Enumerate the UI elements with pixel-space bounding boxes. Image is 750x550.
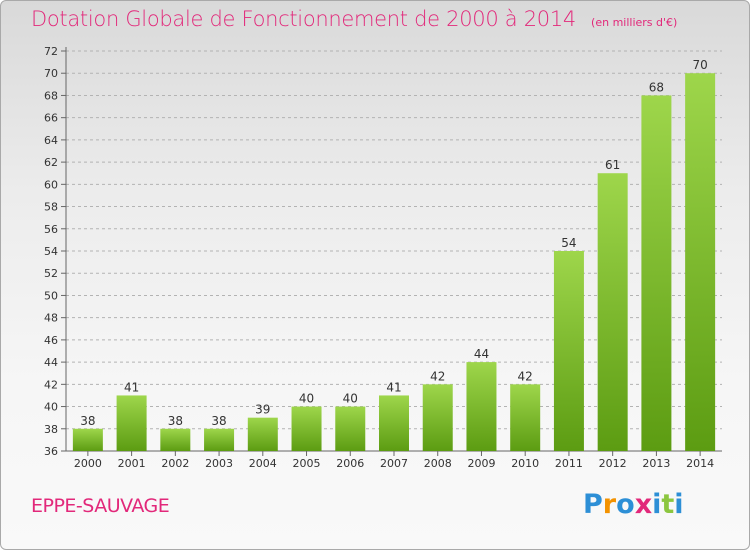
y-tick-label: 70 — [44, 67, 58, 80]
title-row: Dotation Globale de Fonctionnement de 20… — [31, 7, 677, 31]
x-tick-label: 2007 — [380, 457, 408, 470]
logo-letter: x — [634, 489, 653, 520]
x-tick-label: 2011 — [555, 457, 583, 470]
y-tick-label: 66 — [44, 112, 58, 125]
data-label: 61 — [605, 158, 620, 172]
bar — [466, 362, 497, 451]
logo-letter: r — [602, 489, 617, 520]
logo-letter: i — [652, 489, 662, 520]
bar — [247, 417, 278, 451]
data-label: 39 — [255, 403, 270, 417]
bar — [597, 173, 628, 451]
y-tick-label: 58 — [44, 201, 58, 214]
data-label: 38 — [211, 414, 226, 428]
y-tick-label: 44 — [44, 356, 58, 369]
y-tick-label: 56 — [44, 223, 58, 236]
x-tick-label: 2010 — [511, 457, 539, 470]
data-label: 40 — [343, 392, 358, 406]
bar — [291, 406, 322, 451]
data-label: 41 — [124, 380, 139, 394]
data-label: 44 — [474, 347, 489, 361]
x-tick-label: 2012 — [599, 457, 627, 470]
bar — [553, 251, 584, 451]
y-tick-label: 52 — [44, 267, 58, 280]
y-tick-label: 60 — [44, 178, 58, 191]
proxiti-logo[interactable]: Proxiti — [583, 489, 684, 520]
bar — [685, 73, 716, 451]
data-label: 38 — [168, 414, 183, 428]
y-tick-label: 72 — [44, 45, 58, 58]
y-tick-label: 42 — [44, 378, 58, 391]
y-tick-label: 64 — [44, 134, 58, 147]
bar — [510, 384, 541, 451]
data-label: 54 — [561, 236, 576, 250]
x-tick-label: 2006 — [336, 457, 364, 470]
bar — [379, 395, 409, 451]
x-tick-label: 2008 — [424, 457, 452, 470]
x-tick-label: 2009 — [467, 457, 495, 470]
x-tick-label: 2013 — [642, 457, 670, 470]
data-label: 70 — [692, 58, 707, 72]
y-tick-label: 38 — [44, 423, 58, 436]
logo-letter: P — [583, 489, 603, 520]
data-label: 42 — [518, 369, 533, 383]
data-label: 40 — [299, 392, 314, 406]
y-tick-label: 36 — [44, 445, 58, 458]
x-tick-label: 2002 — [161, 457, 189, 470]
chart-subtitle: (en milliers d'€) — [591, 16, 678, 29]
data-label: 41 — [386, 380, 401, 394]
x-tick-label: 2001 — [118, 457, 146, 470]
y-tick-label: 62 — [44, 156, 58, 169]
bar — [160, 428, 191, 451]
x-tick-label: 2014 — [686, 457, 714, 470]
y-tick-label: 48 — [44, 312, 58, 325]
data-label: 42 — [430, 369, 445, 383]
y-tick-label: 68 — [44, 89, 58, 102]
y-tick-label: 46 — [44, 334, 58, 347]
bar — [72, 428, 103, 451]
bar — [204, 428, 235, 451]
data-label: 38 — [80, 414, 95, 428]
bar — [641, 95, 672, 451]
chart-title: Dotation Globale de Fonctionnement de 20… — [31, 7, 576, 31]
logo-letter: o — [616, 489, 635, 520]
y-tick-label: 50 — [44, 289, 58, 302]
data-label: 68 — [649, 80, 664, 94]
y-tick-label: 54 — [44, 245, 58, 258]
axes: 36 38 40 42 44 46 48 50 52 54 56 58 60 62 64 66 68 70 72 20… — [44, 45, 722, 470]
bars — [72, 73, 716, 451]
bar — [116, 395, 147, 451]
logo-letter: i — [674, 489, 684, 520]
x-tick-label: 2004 — [249, 457, 277, 470]
data-labels: 38 41 38 38 39 40 40 41 42 44 42 54 61 68 70 — [80, 58, 708, 428]
x-tick-label: 2003 — [205, 457, 233, 470]
commune-name: EPPE-SAUVAGE — [31, 495, 170, 517]
logo-letter: t — [661, 489, 675, 520]
bar — [335, 406, 366, 451]
y-tick-label: 40 — [44, 401, 58, 414]
bar — [422, 384, 453, 451]
x-tick-label: 2005 — [293, 457, 321, 470]
x-tick-label: 2000 — [74, 457, 102, 470]
